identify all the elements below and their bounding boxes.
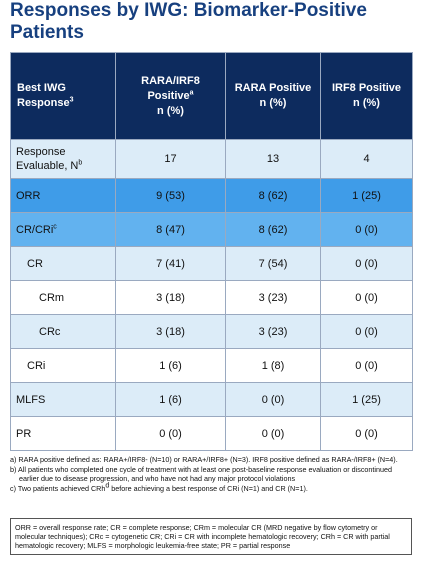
table-row: CR/CRic 8 (47) 8 (62) 0 (0) (10, 212, 413, 247)
footnote: c) Two patients achieved CRhd before ach… (10, 482, 410, 493)
footnote-text: d (105, 482, 110, 490)
header-sup: 3 (69, 96, 74, 104)
abbreviations: ORR = overall response rate; CR = comple… (10, 518, 412, 555)
row-label: CRc (39, 325, 61, 338)
title: Responses by IWG: Biomarker-Positive Pat… (10, 0, 367, 43)
row-label-cell: CR (10, 246, 116, 281)
value-cell: 0 (0) (320, 212, 413, 247)
row-label-cell: ORR (10, 178, 116, 213)
column-header: Best IWG Response3 (10, 52, 116, 140)
header-text: IRF8 Positive (325, 81, 408, 96)
footnote-text: Two patients achieved CRh (17, 484, 106, 493)
row-label-cell: CRi (10, 348, 116, 383)
row-label-sup: c (53, 222, 57, 230)
row-label-cell: CR/CRic (10, 212, 116, 247)
column-header: RARA Positive n (%) (225, 52, 321, 140)
value-cell: 9 (53) (115, 178, 226, 213)
footnote-text: before achieving a best response of CRi … (109, 484, 308, 493)
value-cell: 1 (6) (115, 348, 226, 383)
row-label: CR (27, 257, 43, 270)
footnotes: a) RARA positive defined as: RARA+/IRF8-… (10, 455, 410, 494)
header-label: RARA Positive (234, 82, 312, 94)
value-cell: 0 (0) (320, 348, 413, 383)
row-label: CRm (39, 291, 65, 304)
footnote: a) RARA positive defined as: RARA+/IRF8-… (10, 455, 410, 464)
header-label: Best IWG Response (17, 82, 70, 109)
header-label: RARA/IRF8 Positive (141, 74, 200, 102)
value-cell: 0 (0) (115, 416, 226, 451)
table-row: CRm 3 (18) 3 (23) 0 (0) (10, 280, 413, 315)
footnote-text: All patients who completed one cycle of … (18, 465, 392, 483)
value-cell: 1 (25) (320, 178, 413, 213)
value-cell: 4 (320, 139, 413, 179)
header-label: IRF8 Positive (331, 82, 402, 94)
table-row: CRc 3 (18) 3 (23) 0 (0) (10, 314, 413, 349)
row-label-cell: CRm (10, 280, 116, 315)
value-cell: 1 (6) (115, 382, 226, 417)
table-row: CR 7 (41) 7 (54) 0 (0) (10, 246, 413, 281)
table-row: ORR 9 (53) 8 (62) 1 (25) (10, 178, 413, 213)
response-table: Best IWG Response3 RARA/IRF8 Positivea n (… (10, 52, 413, 451)
row-label: Response Evaluable, N (16, 146, 79, 172)
value-cell: 1 (8) (225, 348, 321, 383)
header-sup: a (189, 88, 194, 96)
row-label: PR (16, 427, 32, 440)
footnote: b) All patients who completed one cycle … (10, 465, 410, 483)
row-label-cell: Response Evaluable, Nb (10, 139, 116, 179)
value-cell: 8 (62) (225, 212, 321, 247)
value-cell: 0 (0) (225, 382, 321, 417)
header-text: RARA Positive (230, 81, 316, 96)
value-cell: 0 (0) (320, 416, 413, 451)
footnote-text: RARA positive defined as: RARA+/IRF8- (N… (18, 455, 398, 464)
value-cell: 7 (54) (225, 246, 321, 281)
value-cell: 13 (225, 139, 321, 179)
value-cell: 0 (0) (320, 246, 413, 281)
table-row: Response Evaluable, Nb 17 13 4 (10, 139, 413, 179)
value-cell: 0 (0) (225, 416, 321, 451)
header-text: RARA/IRF8 Positivea (120, 74, 221, 104)
value-cell: 3 (18) (115, 314, 226, 349)
table-row: CRi 1 (6) 1 (8) 0 (0) (10, 348, 413, 383)
value-cell: 1 (25) (320, 382, 413, 417)
table-row: PR 0 (0) 0 (0) 0 (0) (10, 416, 413, 451)
footnote-marker: c) (10, 484, 16, 493)
value-cell: 3 (23) (225, 314, 321, 349)
table-row: MLFS 1 (6) 0 (0) 1 (25) (10, 382, 413, 417)
value-cell: 0 (0) (320, 280, 413, 315)
row-label: CRi (27, 359, 46, 372)
value-cell: 0 (0) (320, 314, 413, 349)
value-cell: 7 (41) (115, 246, 226, 281)
footnote-marker: a) (10, 455, 17, 464)
column-header: RARA/IRF8 Positivea n (%) (115, 52, 226, 140)
row-label-sup: b (78, 159, 83, 167)
column-header: IRF8 Positive n (%) (320, 52, 413, 140)
row-label-cell: PR (10, 416, 116, 451)
row-label-cell: CRc (10, 314, 116, 349)
header-row: Best IWG Response3 RARA/IRF8 Positivea n (… (10, 52, 413, 140)
value-cell: 3 (23) (225, 280, 321, 315)
value-cell: 8 (62) (225, 178, 321, 213)
row-label-cell: MLFS (10, 382, 116, 417)
value-cell: 3 (18) (115, 280, 226, 315)
footnote-marker: b) (10, 465, 17, 474)
row-label: MLFS (16, 393, 46, 406)
header-unit: n (%) (259, 97, 287, 109)
value-cell: 17 (115, 139, 226, 179)
header-unit: n (%) (353, 97, 380, 109)
row-label: CR/CRi (16, 223, 54, 236)
row-label: ORR (16, 189, 41, 202)
header-text: Best IWG Response3 (17, 81, 111, 111)
header-unit: n (%) (157, 104, 184, 117)
value-cell: 8 (47) (115, 212, 226, 247)
